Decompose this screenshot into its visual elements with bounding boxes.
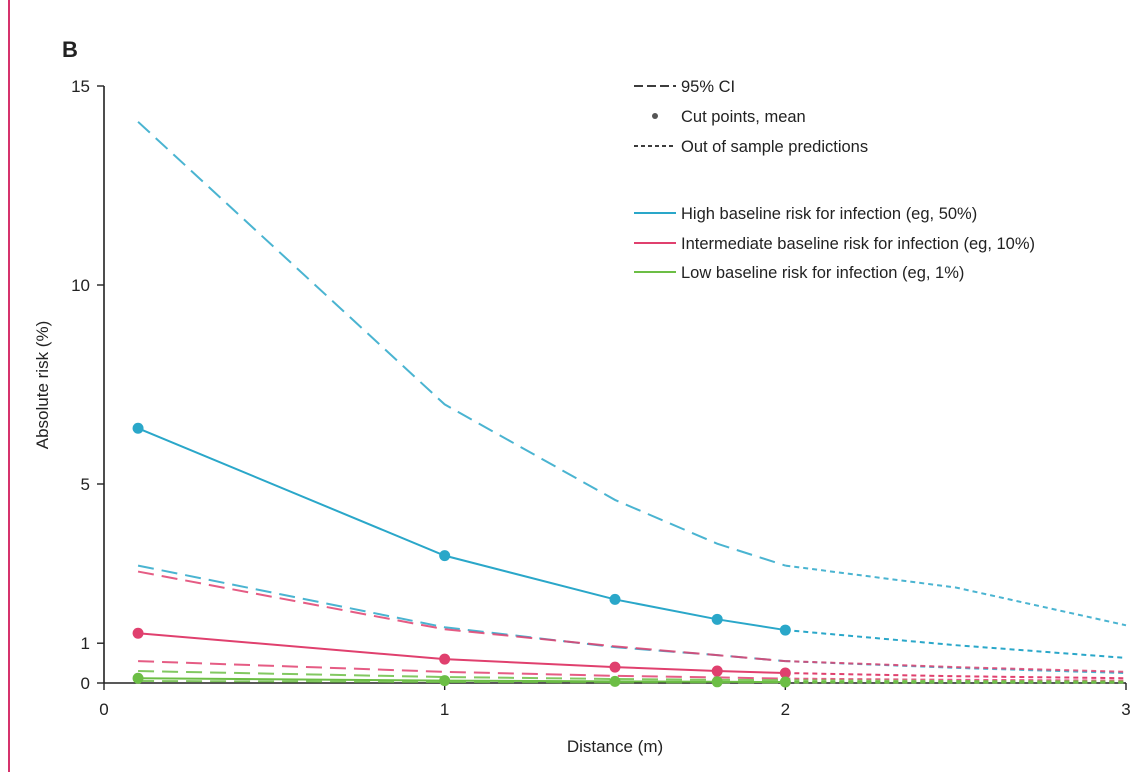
- series-layer: [132, 121, 1127, 688]
- x-tick-label: 3: [1121, 700, 1130, 719]
- cut-point-marker: [132, 422, 144, 434]
- series-1: [132, 570, 1127, 682]
- cut-point-marker: [609, 661, 621, 673]
- y-axis-label: Absolute risk (%): [33, 321, 52, 449]
- legend-intermediate-label: Intermediate baseline risk for infection…: [681, 235, 1035, 253]
- ci-upper-line: [137, 121, 786, 567]
- y-tick-label: 10: [71, 276, 90, 295]
- y-tick-label: 1: [81, 634, 90, 653]
- ci-lower-line: [138, 660, 786, 680]
- legend-low-label: Low baseline risk for infection (eg, 1%): [681, 264, 964, 282]
- oos-mean-line: [785, 672, 1127, 680]
- cut-point-marker: [439, 675, 451, 687]
- oos-ci-upper-line: [785, 660, 1127, 673]
- legend-item-ci: 95% CI: [634, 78, 735, 96]
- oos-ci-upper-line: [785, 564, 1127, 627]
- x-tick-label: 1: [440, 700, 449, 719]
- x-tick-label: 2: [781, 700, 790, 719]
- cut-point-marker: [779, 676, 791, 688]
- oos-ci-upper-line: [785, 679, 1127, 683]
- mean-line: [137, 427, 786, 632]
- x-axis-ticks: 0 1 2 3: [99, 683, 1131, 719]
- legend-cut-points-label: Cut points, mean: [681, 108, 806, 126]
- cut-point-marker: [609, 593, 621, 605]
- legend-item-low: Low baseline risk for infection (eg, 1%): [634, 264, 964, 282]
- left-accent-bar: [8, 0, 10, 772]
- legend-item-oos: Out of sample predictions: [634, 138, 868, 156]
- panel-label: B: [62, 37, 78, 62]
- cut-point-marker: [711, 676, 723, 688]
- legend: 95% CI Cut points, mean Out of sample pr…: [634, 78, 1035, 282]
- legend-ci-label: 95% CI: [681, 78, 735, 96]
- cut-point-marker: [132, 672, 144, 684]
- cut-point-marker: [779, 624, 791, 636]
- cut-point-marker: [439, 653, 451, 665]
- legend-high-label: High baseline risk for infection (eg, 50…: [681, 205, 977, 223]
- legend-item-high: High baseline risk for infection (eg, 50…: [634, 205, 977, 223]
- ci-upper-line: [138, 670, 786, 682]
- cut-point-marker: [132, 627, 144, 639]
- y-tick-label: 0: [81, 674, 90, 693]
- cut-point-marker: [711, 665, 723, 677]
- legend-oos-label: Out of sample predictions: [681, 138, 868, 156]
- series-2: [132, 670, 1127, 688]
- x-axis-label: Distance (m): [567, 737, 663, 756]
- legend-item-intermediate: Intermediate baseline risk for infection…: [634, 235, 1035, 253]
- cut-point-marker: [439, 550, 451, 562]
- cut-point-marker: [779, 667, 791, 679]
- legend-dot-icon: [652, 113, 658, 119]
- cut-point-marker: [609, 675, 621, 687]
- x-tick-label: 0: [99, 700, 108, 719]
- y-tick-label: 5: [81, 475, 90, 494]
- y-tick-label: 15: [71, 77, 90, 96]
- ci-upper-line: [137, 570, 786, 663]
- oos-mean-line: [785, 629, 1127, 659]
- legend-item-cut-points: Cut points, mean: [652, 108, 806, 126]
- cut-point-marker: [711, 613, 723, 625]
